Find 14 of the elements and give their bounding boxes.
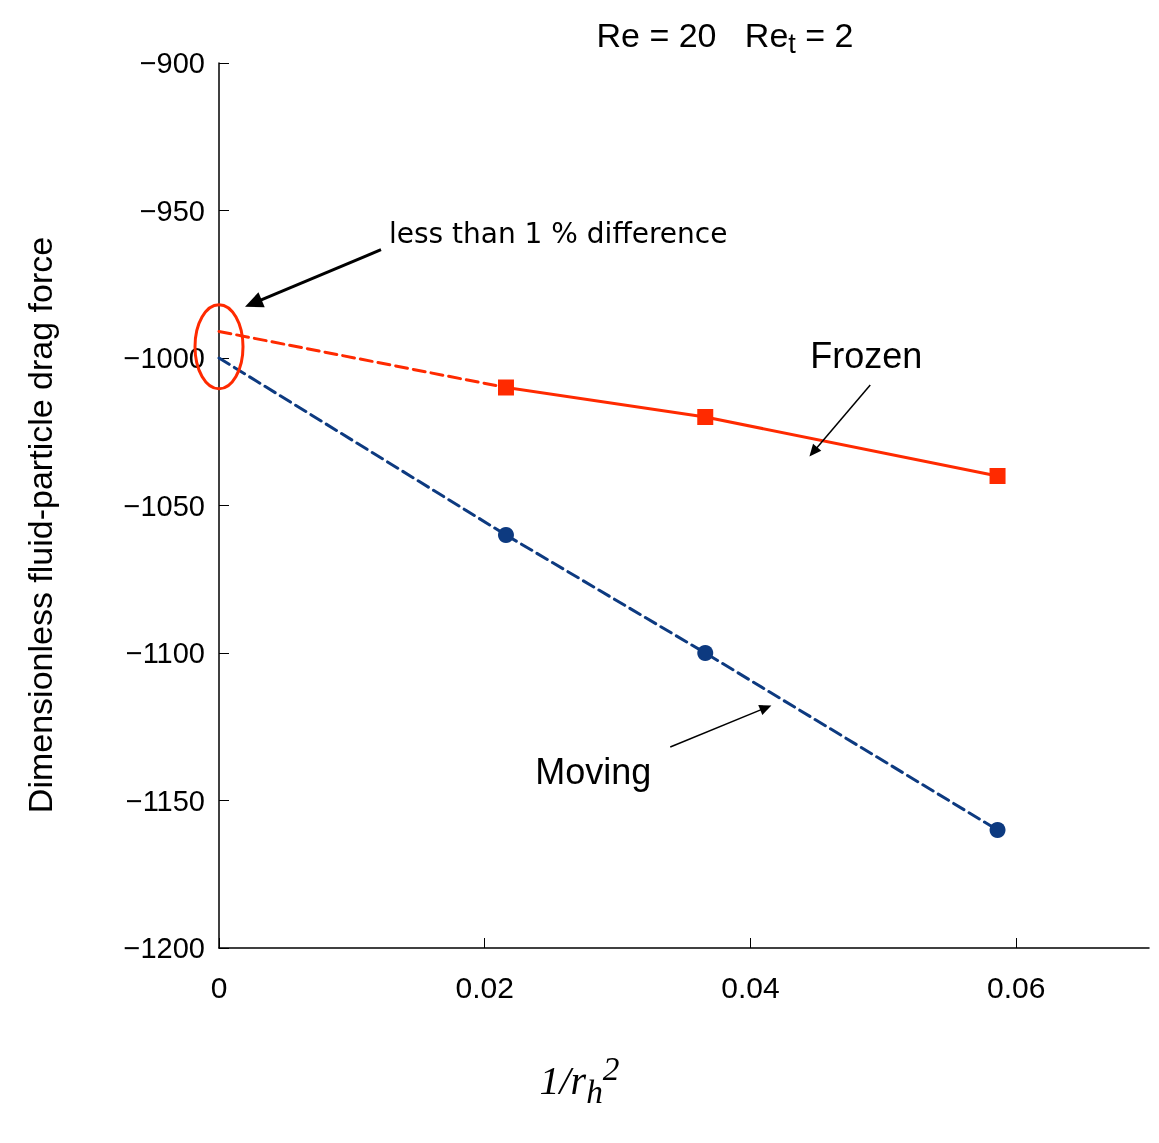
x-tick-label: 0.04 [721,970,780,1004]
x-tick-label: 0.02 [455,970,514,1004]
y-axis-title: Dimensionless fluid-particle drag force [21,236,59,814]
y-tick-label: −1150 [125,784,205,817]
y-tick-label: −900 [139,47,205,79]
y-tick-label: −950 [139,194,205,227]
series-label: Frozen [810,334,923,376]
y-tick-label: −1100 [125,637,205,669]
y-tick-label: −1050 [123,489,205,522]
y-tick-label: −1200 [123,932,205,964]
x-tick-label: 0.06 [986,970,1046,1004]
text: Moving [535,750,652,792]
x-tick-label: 0 [210,970,228,1004]
annotation: less than 1 % difference [389,217,728,251]
